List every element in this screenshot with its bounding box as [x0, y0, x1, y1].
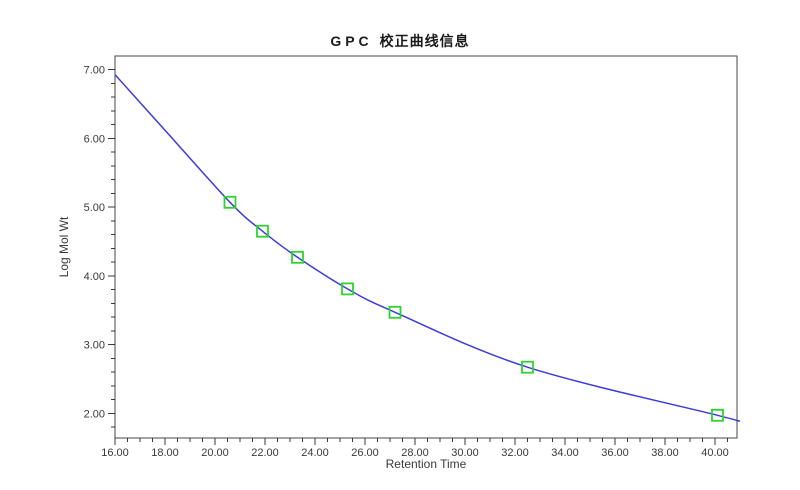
x-tick-label: 30.00	[451, 447, 479, 459]
data-point-marker	[256, 224, 269, 238]
axis-tick-labels: 16.00 18.00 20.00 22.00 24.00 26.00 28.00 30.00…	[84, 65, 729, 459]
y-tick-label: 3.00	[84, 340, 105, 352]
x-axis-title: Retention Time	[386, 457, 467, 471]
data-point-marker	[521, 360, 534, 374]
x-tick-label: 18.00	[151, 447, 179, 459]
chart-title-gpc: GPC	[330, 33, 373, 49]
y-tick-label: 5.00	[84, 202, 105, 214]
data-point-marker	[711, 408, 724, 422]
y-tick-label: 6.00	[84, 133, 105, 145]
chart-title: GPC 校正曲线信息	[0, 31, 800, 51]
plot-frame	[114, 55, 738, 439]
data-point-marker	[291, 250, 304, 264]
data-point-marker	[388, 305, 402, 319]
x-tick-label: 16.00	[101, 447, 129, 459]
x-tick-label: 24.00	[301, 447, 329, 459]
data-point-marker	[223, 195, 237, 209]
y-tick-label: 7.00	[84, 65, 105, 77]
x-tick-label: 26.00	[351, 447, 379, 459]
calibration-curve	[114, 74, 741, 422]
x-tick-label: 40.00	[701, 447, 729, 459]
x-tick-label: 20.00	[201, 447, 229, 459]
calibration-points	[223, 195, 724, 422]
x-tick-label: 38.00	[651, 447, 679, 459]
data-point-marker	[341, 282, 354, 296]
axis-ticks	[108, 69, 728, 445]
y-tick-label: 4.00	[84, 271, 105, 283]
y-tick-label: 2.00	[84, 408, 105, 420]
y-axis-title: Log Mol Wt	[57, 216, 71, 277]
x-tick-label: 22.00	[251, 447, 279, 459]
x-tick-label: 32.00	[501, 447, 529, 459]
chart-title-chinese: 校正曲线信息	[379, 33, 470, 49]
x-tick-label: 34.00	[551, 447, 579, 459]
x-tick-label: 28.00	[401, 447, 429, 459]
x-tick-label: 36.00	[601, 447, 629, 459]
